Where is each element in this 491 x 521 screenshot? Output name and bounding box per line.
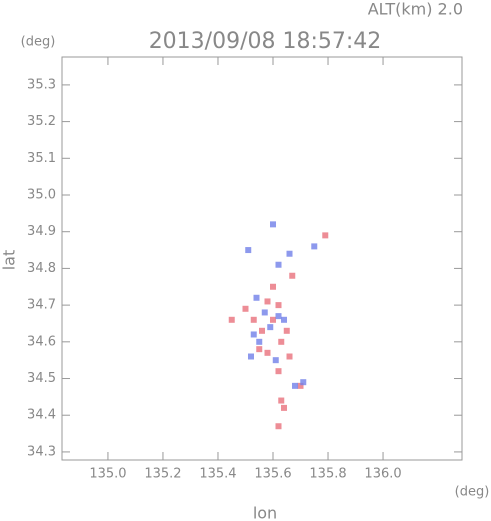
x-tick-label: 136.0 (364, 467, 401, 482)
x-tick-label: 135.6 (254, 467, 291, 482)
data-cell (259, 327, 265, 334)
data-cell (289, 272, 296, 279)
data-cell (228, 316, 235, 323)
data-cell (264, 349, 271, 356)
data-cell (322, 232, 329, 239)
y-tick-label: 34.6 (27, 334, 56, 349)
y-tick-label: 35.3 (27, 77, 56, 92)
data-cell (281, 316, 288, 323)
x-axis-label: lon (253, 504, 277, 521)
data-cell (300, 379, 307, 386)
data-cell (275, 313, 282, 320)
data-cell (275, 423, 282, 430)
y-tick-label: 35.1 (27, 151, 56, 166)
data-cell (275, 368, 282, 375)
data-cell (267, 324, 274, 331)
y-tick-label: 34.8 (27, 261, 56, 276)
data-cell (256, 338, 263, 345)
data-cell (283, 327, 290, 334)
data-cell (311, 243, 318, 250)
y-axis-label: lat (0, 250, 19, 271)
x-unit: (deg) (455, 485, 490, 500)
data-cell (261, 309, 268, 316)
x-tick-label: 135.0 (89, 467, 126, 482)
data-cell (247, 353, 254, 360)
data-cell (286, 353, 293, 360)
data-cell (245, 247, 252, 254)
data-cell (286, 250, 293, 257)
data-cell (292, 382, 299, 389)
y-unit: (deg) (21, 35, 56, 50)
chart-title: 2013/09/08 18:57:42 (149, 29, 382, 54)
x-tick-label: 135.4 (199, 467, 236, 482)
data-cell (250, 331, 257, 338)
data-cell (275, 302, 282, 309)
data-cell (256, 346, 263, 353)
y-tick-label: 35.2 (27, 114, 56, 129)
y-tick-label: 34.4 (27, 408, 56, 423)
y-tick-label: 34.5 (27, 371, 56, 386)
data-cell (278, 397, 285, 404)
y-tick-label: 34.9 (27, 224, 56, 239)
data-cell (264, 298, 271, 305)
data-cell (270, 221, 277, 228)
x-tick-label: 135.8 (309, 467, 346, 482)
x-tick-label: 135.2 (144, 467, 181, 482)
y-tick-label: 35.0 (27, 188, 56, 203)
data-cell (253, 294, 260, 301)
y-tick-label: 34.7 (27, 298, 56, 313)
data-cell (270, 283, 277, 290)
data-cell (250, 316, 257, 323)
data-cell (278, 338, 285, 345)
subtitle: ALT(km) 2.0 (368, 0, 463, 19)
data-cell (272, 357, 279, 364)
data-cell (297, 382, 304, 389)
data-cell (281, 404, 288, 411)
y-tick-label: 34.3 (27, 444, 56, 459)
plot-frame (61, 56, 463, 461)
data-cell (275, 261, 282, 268)
data-cell (270, 316, 277, 323)
data-cell (242, 305, 249, 312)
